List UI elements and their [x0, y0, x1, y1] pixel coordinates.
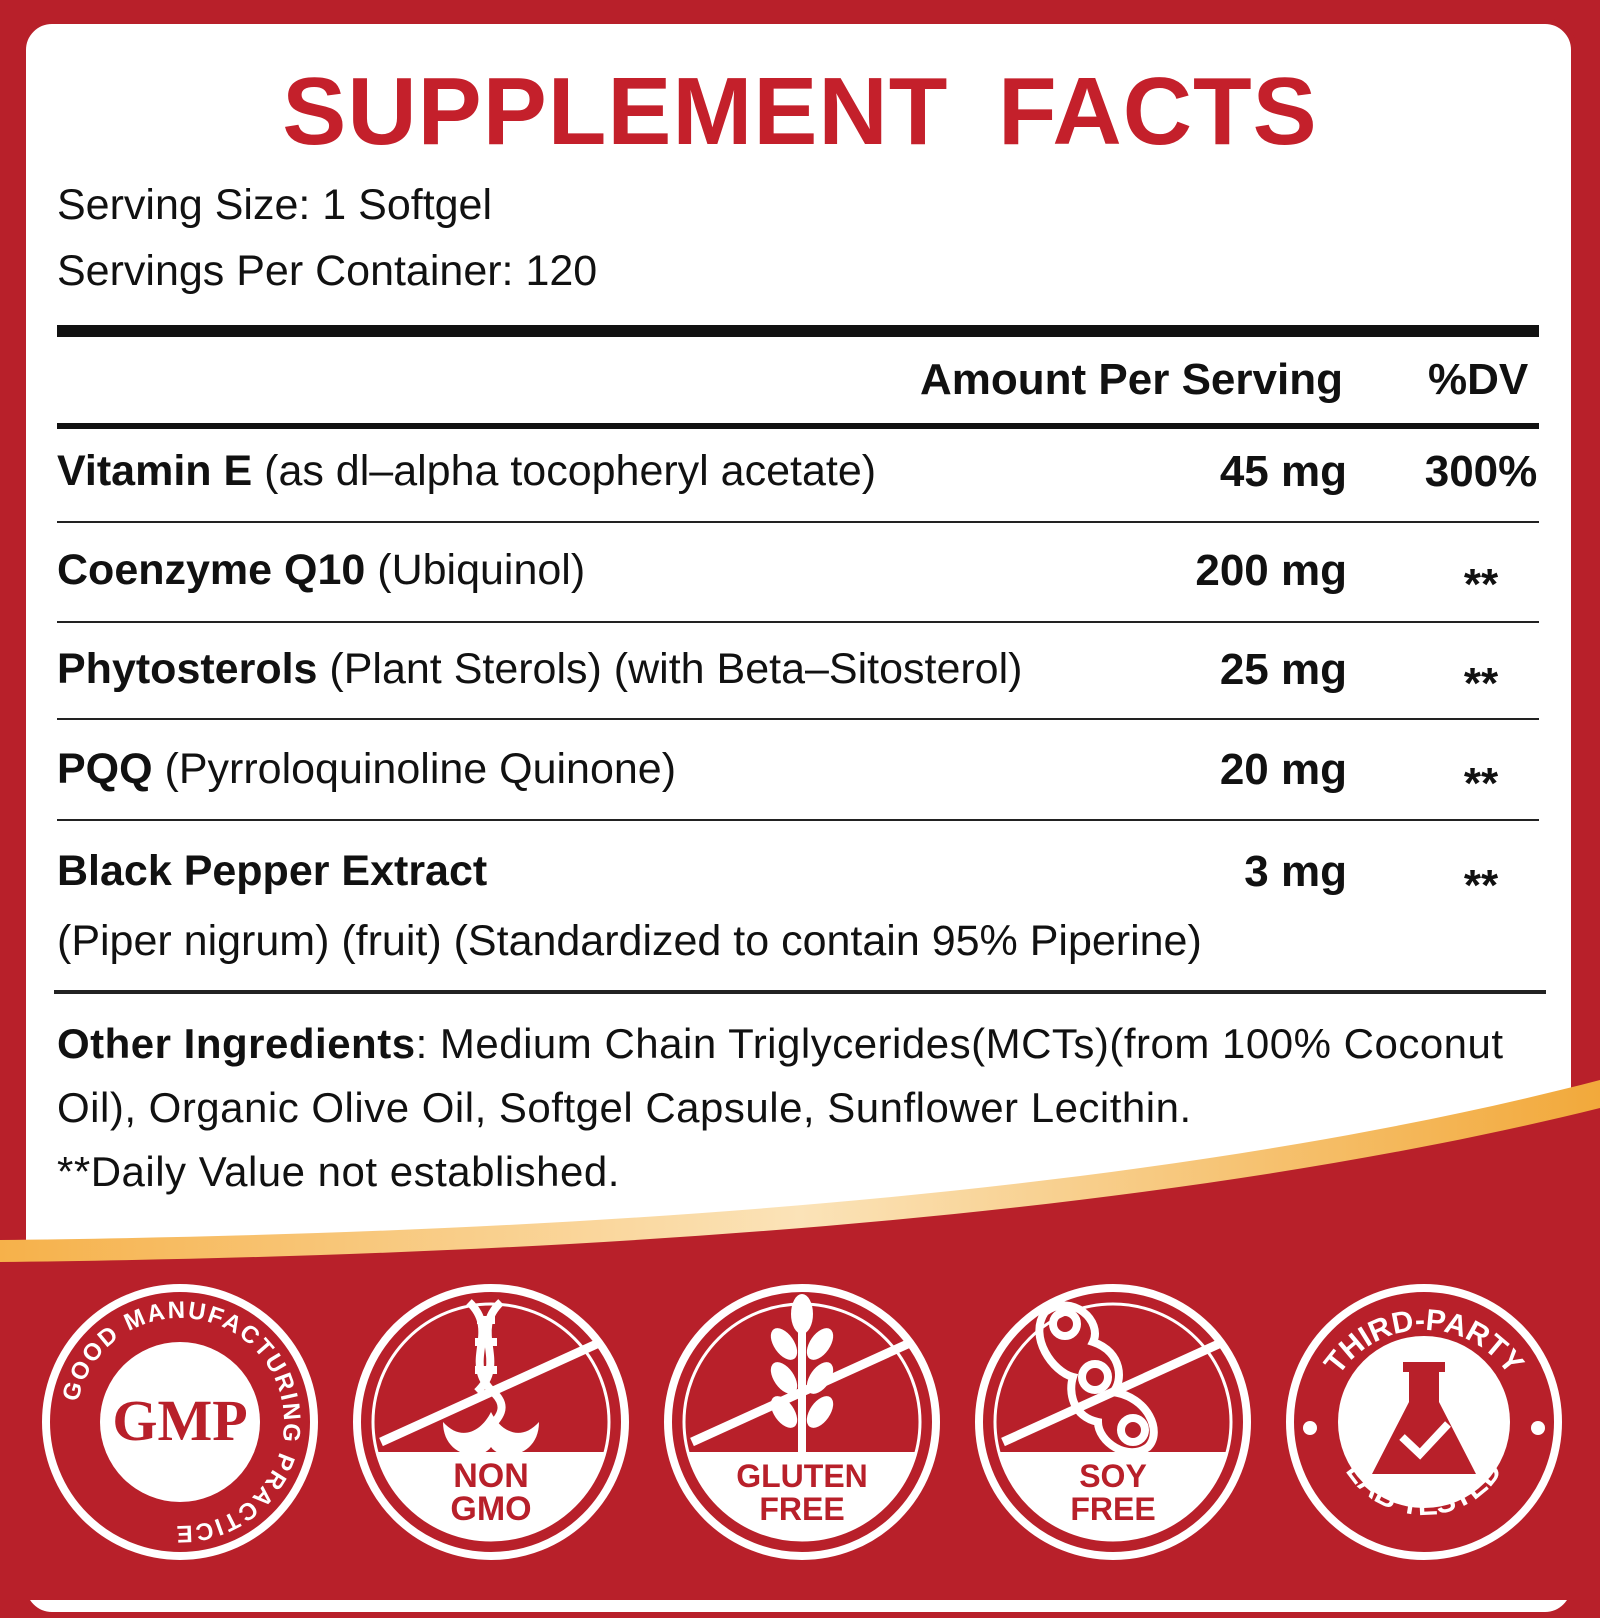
ingredient-amount: 20 mg [1219, 745, 1347, 794]
prohibited-slash-icon [1001, 1337, 1225, 1447]
divider-medium [57, 423, 1539, 429]
ingredient-amount: 45 mg [1219, 447, 1347, 496]
ingredient-dv: ** [1463, 759, 1499, 808]
ingredient-dv: ** [1463, 659, 1499, 708]
servings-per-container: Servings Per Container: 120 [57, 247, 598, 295]
ingredient-label: Phytosterols (Plant Sterols) (with Beta–… [57, 648, 1022, 691]
ingredient-row: Vitamin E (as dl–alpha tocopheryl acetat… [57, 450, 1539, 510]
ingredient-amount: 25 mg [1219, 645, 1347, 694]
gluten-free-line2: FREE [759, 1491, 844, 1527]
header-amount: Amount Per Serving [920, 355, 1343, 404]
ingredient-detail: (Plant Sterols) (with Beta–Sitosterol) [329, 645, 1023, 693]
row-divider [57, 819, 1539, 821]
page-title: SUPPLEMENT FACTS [282, 58, 1318, 165]
ingredient-name: Black Pepper Extract [57, 847, 488, 895]
ingredient-dv: ** [1463, 560, 1499, 609]
non-gmo-line1: NON [453, 1457, 529, 1495]
ingredient-label: Vitamin E (as dl–alpha tocopheryl acetat… [57, 450, 876, 493]
ingredient-row: Coenzyme Q10 (Ubiquinol) 200 mg ** [57, 549, 1539, 609]
header-dv: %DV [1428, 355, 1529, 404]
ingredient-name: Phytosterols [57, 645, 318, 693]
ingredient-amount: 3 mg [1244, 847, 1347, 896]
gmp-badge: GOOD MANUFACTURING PRACTICE GMP [42, 1284, 318, 1560]
gmp-center-text: GMP [112, 1388, 247, 1453]
non-gmo-line2: GMO [450, 1490, 531, 1528]
third-party-badge: THIRD-PARTY LAB TESTED [1286, 1284, 1562, 1560]
ingredient-detail: (Piper nigrum) (fruit) (Standardized to … [57, 917, 1202, 965]
soy-free-line2: FREE [1070, 1491, 1155, 1527]
gluten-free-line1: GLUTEN [736, 1458, 868, 1494]
soybean-icon [1035, 1301, 1158, 1457]
leaf-icon [443, 1412, 539, 1455]
ingredient-name: Coenzyme Q10 [57, 546, 366, 594]
soy-free-badge: SOY FREE [975, 1284, 1251, 1560]
ingredient-row: Black Pepper Extract 3 mg ** [57, 850, 1539, 910]
ingredient-amount: 200 mg [1195, 546, 1347, 595]
divider-thick [57, 325, 1539, 337]
ingredient-row: Phytosterols (Plant Sterols) (with Beta–… [57, 648, 1539, 708]
ingredient-dv: 300% [1424, 447, 1538, 496]
row-divider [57, 718, 1539, 720]
ingredient-name: Vitamin E [57, 447, 253, 495]
ingredient-detail: (as dl–alpha tocopheryl acetate) [264, 447, 877, 495]
non-gmo-badge: NON GMO [353, 1284, 629, 1560]
ingredient-name: PQQ [57, 745, 153, 793]
soy-free-line1: SOY [1079, 1458, 1147, 1494]
ingredient-dv: ** [1463, 861, 1499, 910]
other-ingredients-text: : Medium Chain Triglycerides(MCTs)(from … [57, 1020, 1504, 1131]
footnote: **Daily Value not established. [57, 1148, 620, 1195]
ingredient-label: Black Pepper Extract [57, 850, 487, 893]
ingredient-label: Coenzyme Q10 (Ubiquinol) [57, 549, 585, 592]
ingredient-detail: (Ubiquinol) [377, 546, 586, 594]
ingredient-row: PQQ (Pyrroloquinoline Quinone) 20 mg ** [57, 748, 1539, 808]
other-ingredients: Other Ingredients: Medium Chain Triglyce… [57, 1012, 1547, 1204]
ingredient-label: PQQ (Pyrroloquinoline Quinone) [57, 748, 676, 791]
prohibited-slash-icon [379, 1337, 603, 1447]
gluten-free-badge: GLUTEN FREE [664, 1284, 940, 1560]
prohibited-slash-icon [690, 1337, 914, 1447]
row-divider [57, 521, 1539, 523]
row-divider [57, 621, 1539, 623]
other-ingredients-label: Other Ingredients [57, 1020, 416, 1067]
serving-size: Serving Size: 1 Softgel [57, 181, 493, 229]
ingredient-detail: (Pyrroloquinoline Quinone) [164, 745, 677, 793]
flask-icon [1372, 1362, 1476, 1474]
wheat-icon [770, 1294, 834, 1452]
dot-icon [1531, 1421, 1545, 1435]
dot-icon [1303, 1421, 1317, 1435]
divider-bottom [54, 990, 1546, 994]
